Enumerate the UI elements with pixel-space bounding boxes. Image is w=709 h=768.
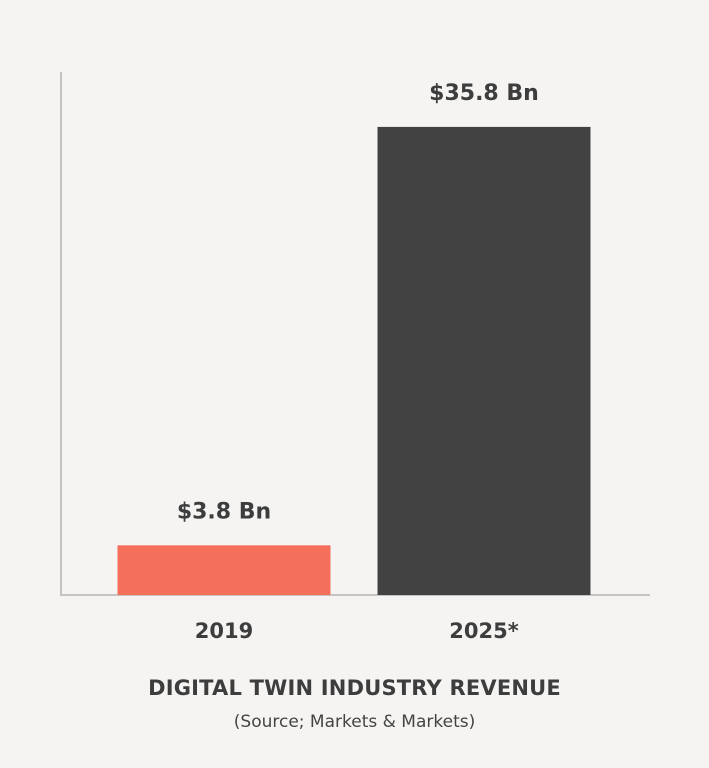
bar-value-label: $35.8 Bn (429, 81, 539, 106)
x-tick-label: 2019 (195, 619, 253, 643)
bar-value-label: $3.8 Bn (177, 499, 271, 524)
bars-group: $3.8 Bn 2019 $35.8 Bn 2025* (117, 81, 591, 643)
chart-title: DIGITAL TWIN INDUSTRY REVENUE (148, 676, 561, 700)
chart-subtitle: (Source; Markets & Markets) (233, 712, 476, 732)
bar-2025 (377, 126, 591, 595)
bar-2019 (117, 545, 331, 595)
x-tick-label: 2025* (449, 619, 518, 643)
